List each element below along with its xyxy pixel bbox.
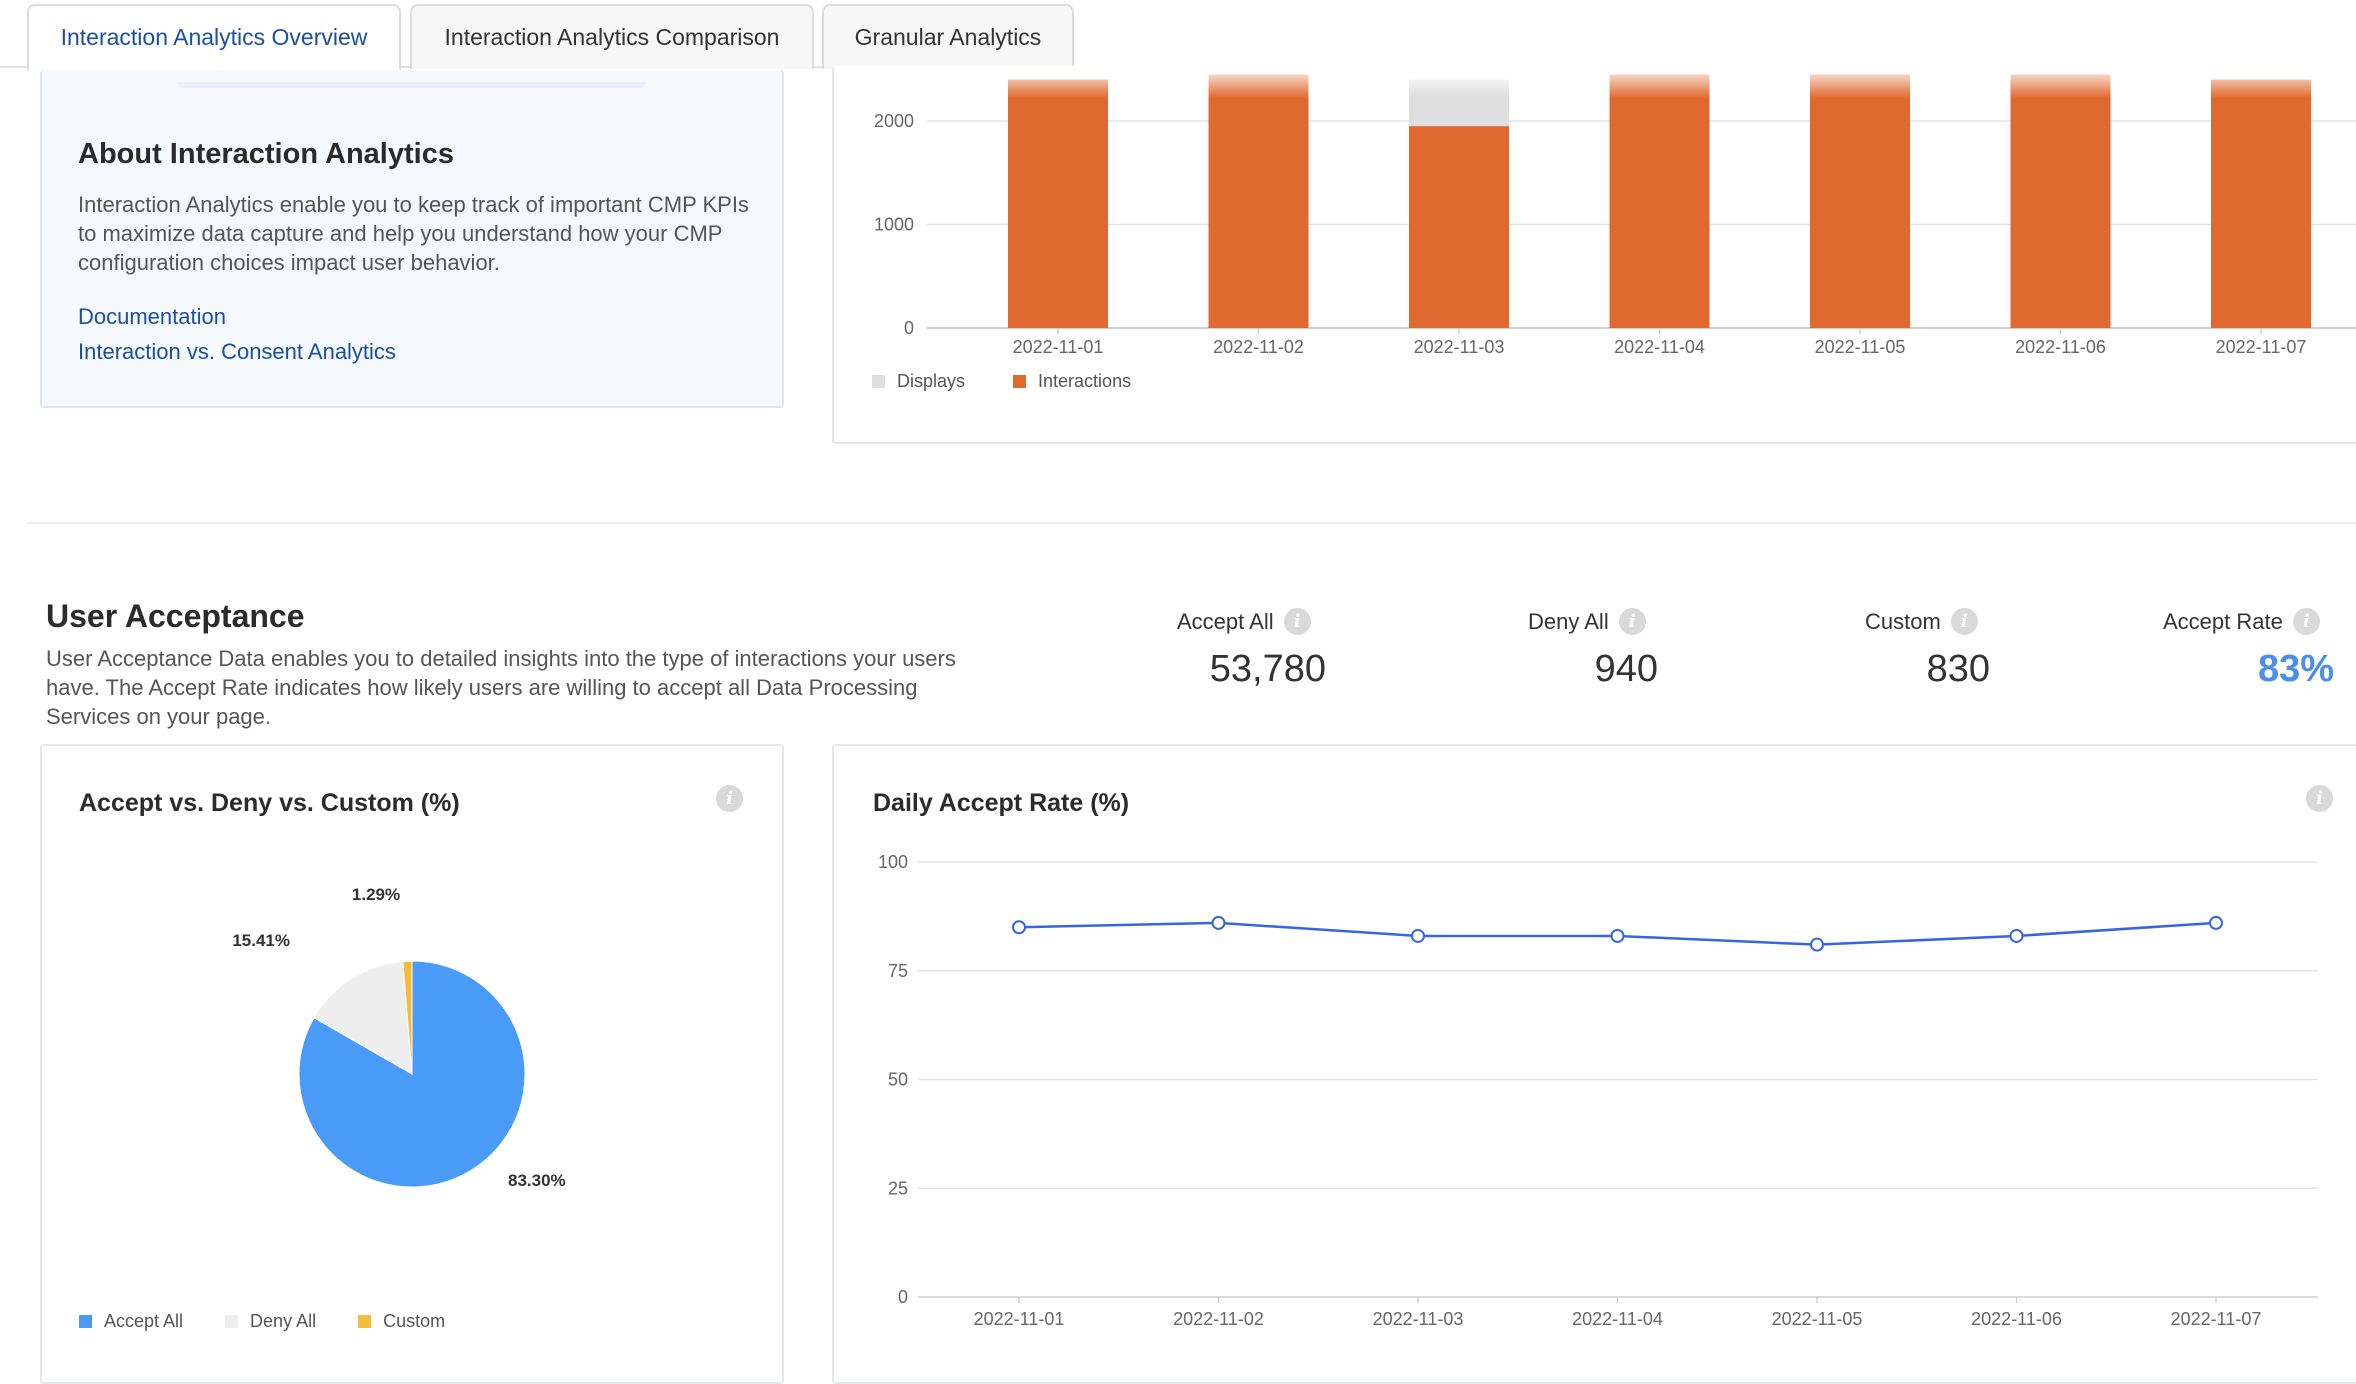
accept-deny-custom-pie-chart: 83.30% 15.41% 1.29% <box>232 885 566 1190</box>
pie-slice-label: 83.30% <box>508 1171 566 1190</box>
bar-top-fade <box>2010 66 2111 98</box>
info-icon[interactable]: i <box>716 785 743 812</box>
info-icon[interactable]: i <box>2292 608 2320 635</box>
tab-granular-analytics[interactable]: Granular Analytics <box>822 4 1074 69</box>
bar-x-tick-label: 2022-11-01 <box>1013 337 1104 357</box>
tab-interaction-analytics-comparison[interactable]: Interaction Analytics Comparison <box>410 4 814 69</box>
bar-x-tick-label: 2022-11-05 <box>1815 337 1906 357</box>
user-acceptance-title: User Acceptance <box>46 598 305 634</box>
kpi-custom-label-text: Custom <box>1865 608 1941 634</box>
legend-label-custom: Custom <box>383 1311 446 1331</box>
bar-top-fade <box>1208 66 1309 98</box>
kpi-accept-rate-label-text: Accept Rate <box>2163 608 2283 634</box>
line-x-tick-label: 2022-11-02 <box>1173 1309 1264 1329</box>
bar-chart-legend: Displays Interactions <box>872 371 1131 392</box>
line-point[interactable] <box>2209 915 2223 930</box>
bar-x-tick-label: 2022-11-02 <box>1213 337 1304 357</box>
interactions-bar-chart: 2022-11-01 2022-11-02 2022-11-03 2022-11-04… <box>874 66 2356 357</box>
interaction-vs-consent-link[interactable]: Interaction vs. Consent Analytics <box>78 339 396 364</box>
bar-interactions[interactable] <box>1008 79 1108 328</box>
legend-swatch-displays <box>872 375 885 388</box>
bar-top-fade <box>1409 66 1509 98</box>
pie-chart-legend: Accept All Deny All Custom <box>79 1311 445 1332</box>
line-x-tick-label: 2022-11-03 <box>1373 1309 1464 1329</box>
line-chart-card <box>832 744 2356 1384</box>
line-point[interactable] <box>1610 928 1625 943</box>
info-icon[interactable]: i <box>1618 608 1646 635</box>
about-title: About Interaction Analytics <box>78 138 454 170</box>
bar-top-fade <box>2211 66 2311 98</box>
bar-top-fade <box>1609 66 1710 98</box>
legend-swatch-custom <box>358 1315 372 1328</box>
bar-y-tick-label: 1000 <box>874 215 914 235</box>
kpi-value-deny-all: 940 <box>1594 648 1658 690</box>
documentation-link[interactable]: Documentation <box>78 304 226 329</box>
kpi-deny-all-label-text: Deny All <box>1528 608 1609 634</box>
info-icon[interactable]: i <box>1283 608 1311 635</box>
daily-accept-rate-line-chart: 2022-11-01 2022-11-02 2022-11-03 2022-11-04… <box>878 852 2318 1329</box>
bar-interactions[interactable] <box>2211 79 2311 328</box>
bar-x-tick-label: 2022-11-03 <box>1414 337 1505 357</box>
about-description: Interaction Analytics enable you to keep… <box>78 192 749 275</box>
legend-label-deny-all: Deny All <box>250 1311 317 1331</box>
bar-interactions[interactable] <box>1609 74 1710 328</box>
kpi-label-custom: Custom i <box>1865 608 1978 635</box>
line-point[interactable] <box>1810 937 1824 952</box>
line-y-tick-label: 0 <box>898 1287 908 1307</box>
section-divider <box>27 522 2356 524</box>
legend-swatch-accept-all <box>79 1315 92 1328</box>
line-point[interactable] <box>1012 920 1026 935</box>
bar-top-fade <box>1008 66 1108 98</box>
kpi-label-accept-all: Accept All i <box>1177 608 1311 635</box>
user-acceptance-description: User Acceptance Data enables you to deta… <box>46 646 956 729</box>
bar-x-tick-label: 2022-11-07 <box>2216 337 2307 357</box>
kpi-value-custom: 830 <box>1926 648 1990 690</box>
bar-interactions[interactable] <box>1208 74 1309 328</box>
pie-slice[interactable] <box>402 960 413 1075</box>
line-y-tick-label: 75 <box>888 961 908 981</box>
about-card-top-accent <box>178 82 646 88</box>
line-chart-title: Daily Accept Rate (%) <box>873 789 1130 817</box>
line-point[interactable] <box>1211 915 1226 930</box>
line-y-tick-label: 50 <box>888 1070 908 1090</box>
pie-slice-label: 1.29% <box>352 885 400 904</box>
line-x-tick-label: 2022-11-05 <box>1772 1309 1863 1329</box>
pie-slice-label: 15.41% <box>232 931 290 950</box>
about-card <box>40 70 784 408</box>
bar-x-tick-label: 2022-11-06 <box>2015 337 2106 357</box>
tab-interaction-analytics-overview[interactable]: Interaction Analytics Overview <box>27 4 401 71</box>
bar-x-tick-label: 2022-11-04 <box>1614 337 1705 357</box>
line-y-tick-label: 25 <box>888 1178 908 1198</box>
kpi-label-accept-rate: Accept Rate i <box>2163 608 2320 635</box>
legend-label-displays: Displays <box>897 371 966 391</box>
legend-label-interactions: Interactions <box>1038 371 1132 391</box>
line-point[interactable] <box>2009 928 2024 943</box>
bar-interactions[interactable] <box>1810 74 1910 328</box>
bar-interactions[interactable] <box>1409 126 1509 328</box>
bar-top-fade <box>1810 66 1910 98</box>
legend-swatch-deny-all <box>225 1315 239 1328</box>
legend-swatch-interactions <box>1013 375 1027 388</box>
tab-bar: Interaction Analytics Overview Interacti… <box>0 0 2356 71</box>
bar-y-tick-label: 0 <box>904 318 914 338</box>
line-y-tick-label: 100 <box>878 852 908 872</box>
kpi-accept-all-label-text: Accept All <box>1177 608 1274 634</box>
bar-y-tick-label: 2000 <box>874 111 914 131</box>
kpi-value-accept-rate: 83% <box>2257 648 2334 690</box>
legend-label-accept-all: Accept All <box>104 1311 184 1331</box>
line-point[interactable] <box>1411 928 1425 943</box>
bar-interactions[interactable] <box>2010 74 2111 328</box>
line-x-tick-label: 2022-11-04 <box>1572 1309 1663 1329</box>
info-icon[interactable]: i <box>1950 608 1978 635</box>
line-x-tick-label: 2022-11-07 <box>2171 1309 2262 1329</box>
pie-slice[interactable] <box>313 960 413 1075</box>
kpi-label-deny-all: Deny All i <box>1528 608 1646 635</box>
kpi-value-accept-all: 53,780 <box>1209 648 1326 690</box>
line-x-tick-label: 2022-11-01 <box>974 1309 1065 1329</box>
pie-chart-title: Accept vs. Deny vs. Custom (%) <box>79 789 460 817</box>
info-icon[interactable]: i <box>2306 785 2333 812</box>
line-x-tick-label: 2022-11-06 <box>1971 1309 2062 1329</box>
